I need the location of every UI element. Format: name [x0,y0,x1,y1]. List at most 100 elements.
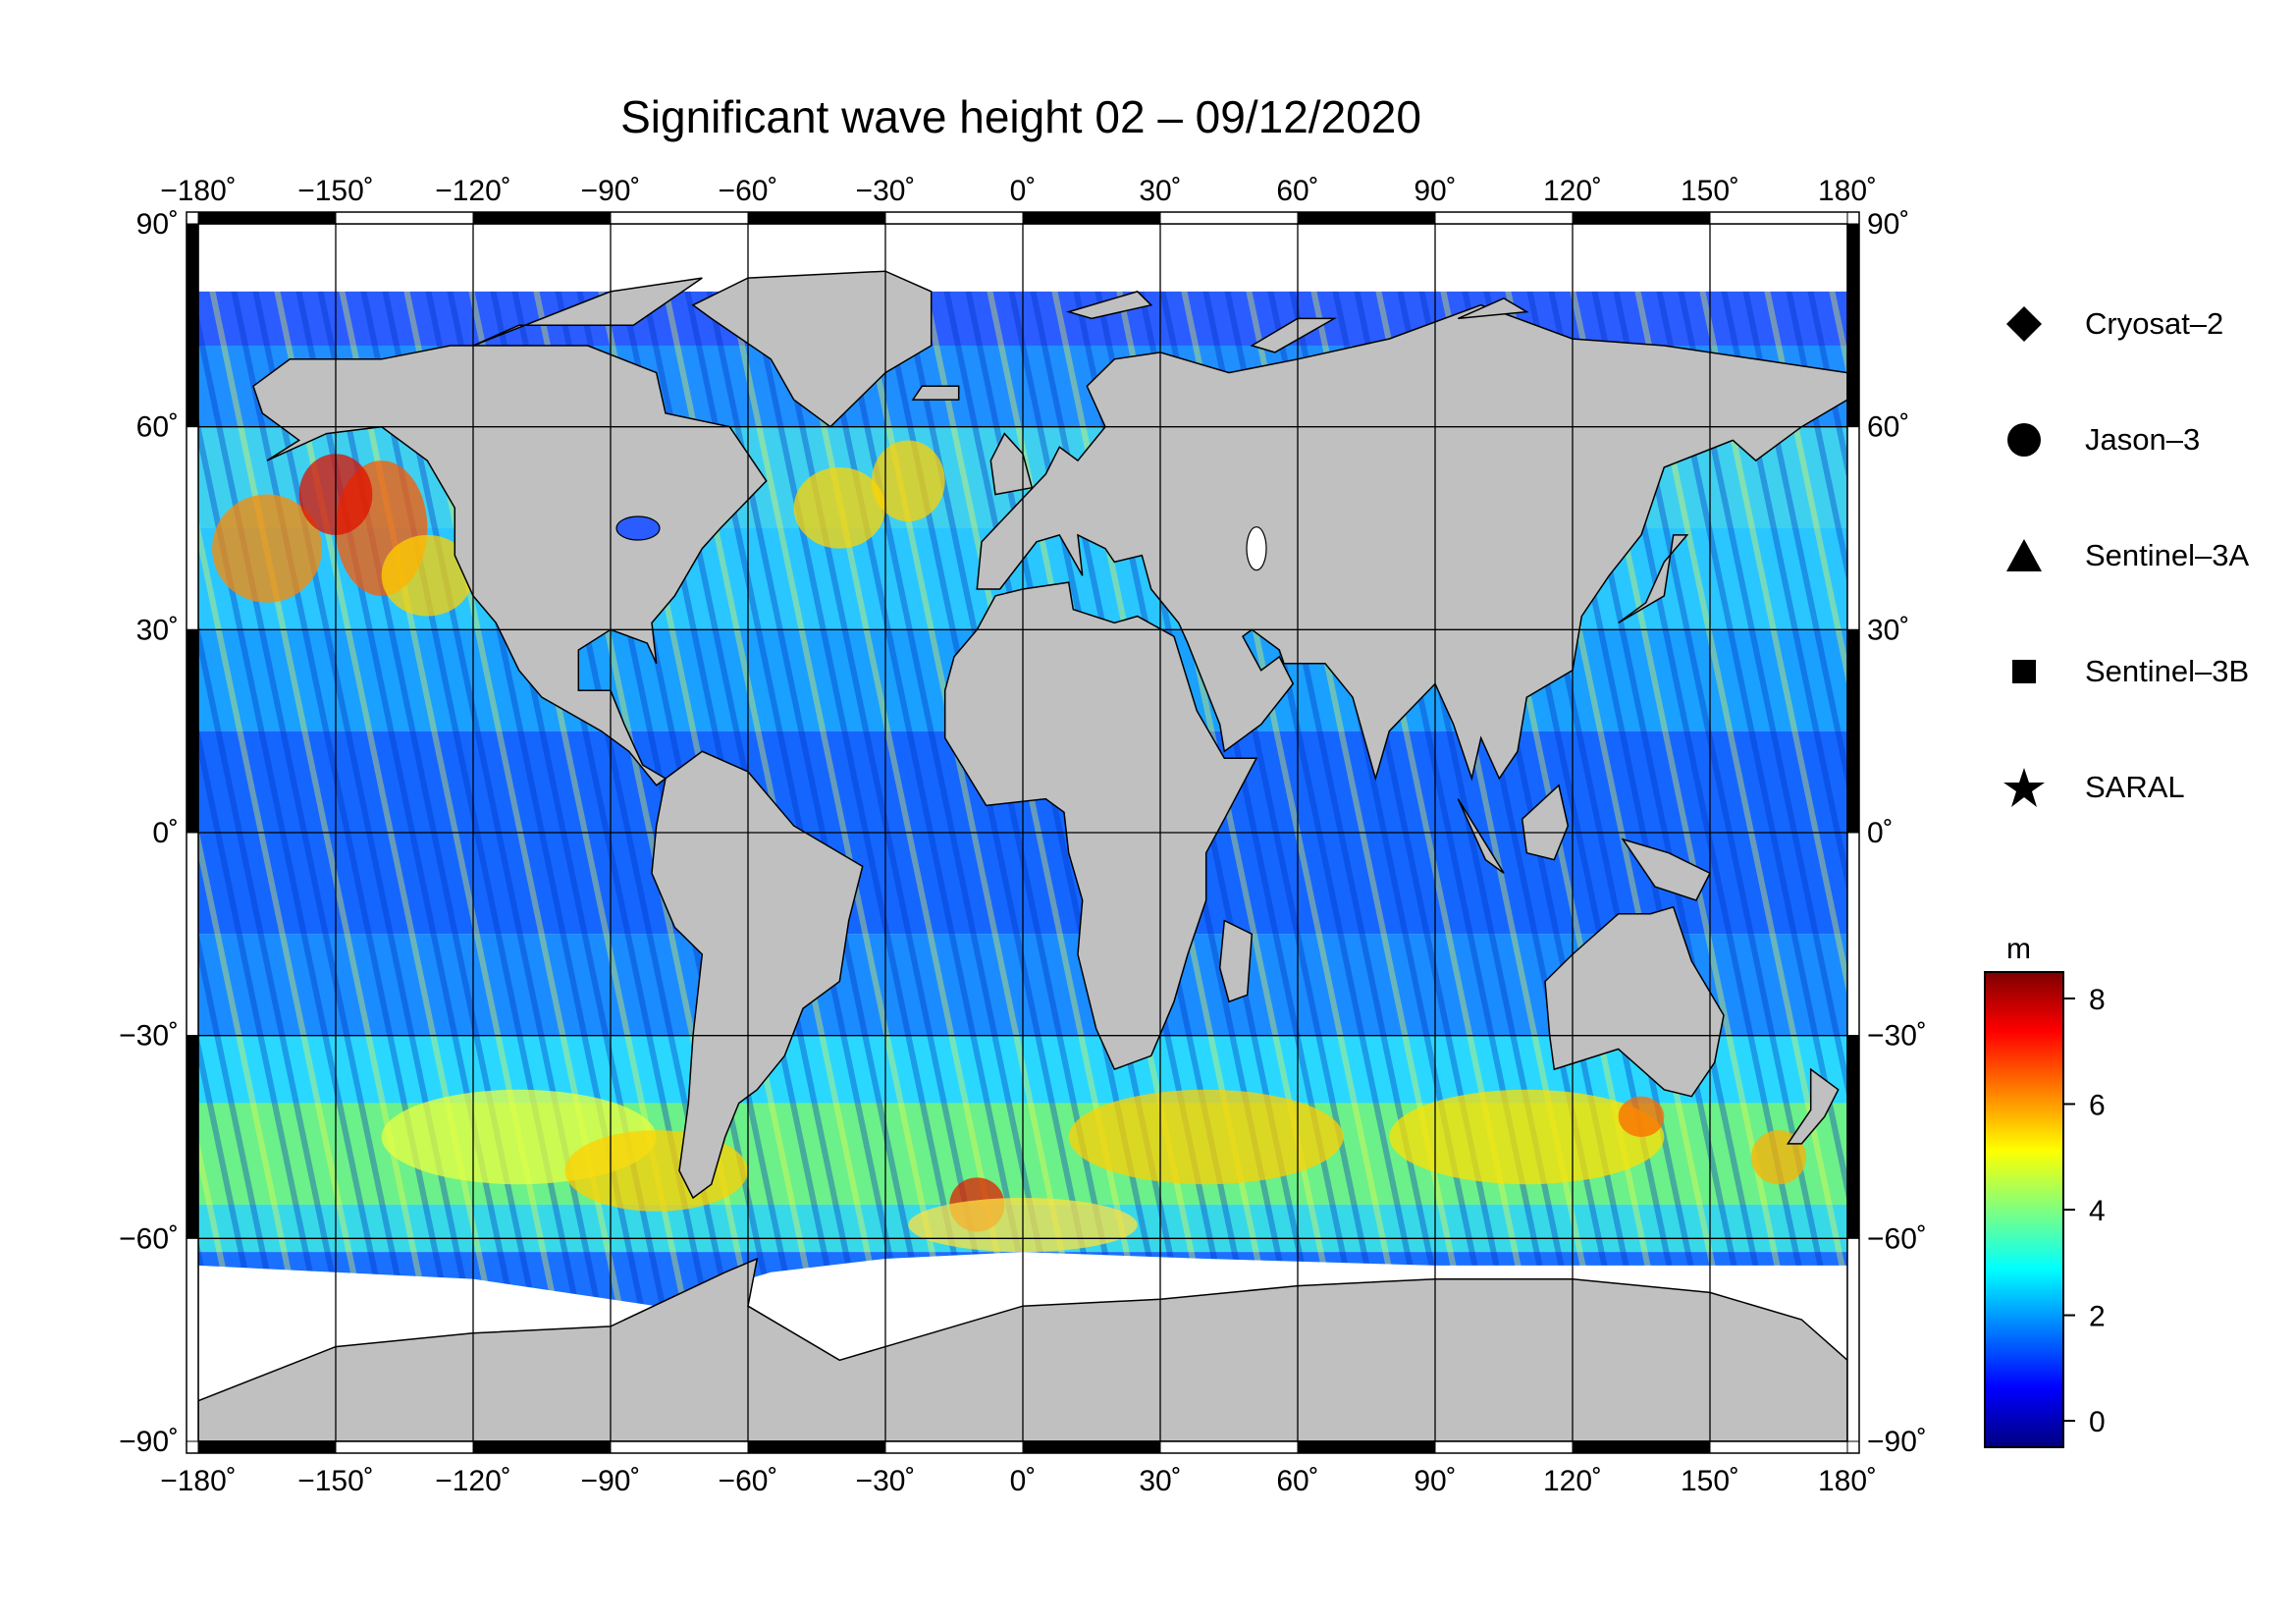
map-title: Significant wave height 02 – 09/12/2020 [620,91,1421,142]
lat-tick-label-left: 90˚ [136,208,179,241]
lon-tick-label-bottom: 180˚ [1818,1465,1877,1497]
frame-segment [335,211,474,225]
swath-line [1861,224,2116,1441]
frame-segment [884,1440,1024,1454]
swath-line [2034,224,2289,1441]
land-mass [1544,905,1725,1098]
frame-segment [186,832,199,1037]
lon-tick-label-top: 30˚ [1139,175,1181,207]
swath-line [0,224,22,1441]
swath-line [0,224,108,1441]
frame-segment [472,211,612,225]
land-mass [1618,534,1689,624]
lat-tick-label-left: −60˚ [119,1222,179,1255]
frame-segment [1846,1035,1860,1239]
swath-line [198,1342,219,1441]
axis-tick-labels: −180˚ −180˚ −150˚ −150˚ −120˚ −120˚ −90˚ −90˚ −6… [119,175,1927,1497]
lon-tick-label-top: −180˚ [160,175,237,207]
land-mass [651,750,864,1200]
frame-segment [186,426,199,630]
frame-segment [1709,211,1848,225]
wave-patch [1389,1089,1665,1185]
lat-tick-label-right: 0˚ [1867,817,1894,849]
wave-patch [381,534,474,617]
wave-patch [872,440,945,522]
swath-line [2163,224,2296,1441]
swath-line [0,224,151,1441]
swath-line [0,224,43,1441]
swath-line [1991,224,2246,1441]
land-mass [1066,291,1153,320]
swath-line [2228,224,2296,1441]
wave-patch [1068,1089,1344,1185]
lon-tick-label-bottom: −60˚ [719,1465,778,1497]
swath-line [2250,224,2296,1441]
frame-segment [186,223,199,428]
swath-line [0,224,130,1441]
land-mass [472,277,703,347]
frame-segment [1846,223,1860,428]
swath-line [2056,224,2296,1441]
frame-segment [1022,211,1161,225]
lon-tick-label-bottom: 120˚ [1543,1465,1602,1497]
frame-segment [610,211,749,225]
frame-segment [1434,211,1574,225]
swath-line [2099,224,2296,1441]
land-mass [1521,784,1570,861]
lat-tick-label-right: −90˚ [1867,1426,1927,1458]
swath-line [1926,224,2181,1441]
land-mass [252,345,768,786]
frame-segment [884,211,1024,225]
frame-segment [197,1440,337,1454]
lat-tick-label-left: −90˚ [119,1426,179,1458]
lon-tick-label-bottom: −120˚ [435,1465,511,1497]
swath-line [1883,224,2138,1441]
frame-segment [1846,1237,1860,1442]
lat-tick-label-left: −30˚ [119,1020,179,1053]
land-mass [1457,297,1529,320]
lon-tick-label-top: 60˚ [1276,175,1318,207]
lon-tick-label-bottom: −150˚ [297,1465,374,1497]
frame-segment [1572,211,1711,225]
frame-segment [1297,211,1436,225]
land-mass [1621,838,1712,901]
legend-item-cryosat: Cryosat–2 [2002,295,2223,353]
land-mass [1786,1067,1840,1145]
lon-tick-label-bottom: 0˚ [1010,1465,1037,1497]
map-frame [186,211,1860,1454]
frame-segment [1297,1440,1436,1454]
land-mass [1218,919,1254,1003]
legend-label: Cryosat–2 [2085,306,2224,341]
frame-segment [1572,1440,1711,1454]
frame-outline [186,211,1860,1454]
great-lakes [615,515,661,541]
legend-item-jason: Jason–3 [2002,410,2200,469]
frame-segment [335,1440,474,1454]
frame-segment [186,1035,199,1239]
circle-icon [2002,418,2046,461]
lon-tick-label-bottom: 150˚ [1681,1465,1739,1497]
lat-tick-label-right: 60˚ [1867,411,1909,444]
swath-line [2012,224,2268,1441]
lat-tick-label-right: −30˚ [1867,1020,1927,1053]
swath-line [2142,224,2296,1441]
map-border [197,223,1848,1442]
land-mass [1250,317,1338,353]
frame-segment [1846,426,1860,630]
swath-line [2077,224,2296,1441]
swath-line [0,224,86,1441]
lon-tick-label-top: 90˚ [1414,175,1456,207]
swath-line [2185,224,2296,1441]
wave-patch [1618,1096,1665,1138]
lon-tick-label-top: 120˚ [1543,175,1602,207]
swath-line [2207,224,2296,1441]
star-icon [2002,766,2046,809]
lon-tick-label-top: 150˚ [1681,175,1739,207]
lat-tick-label-right: 30˚ [1867,614,1909,646]
frame-segment [1846,628,1860,834]
swath-line [0,224,65,1441]
lat-tick-label-left: 60˚ [136,411,179,444]
caspian-sea [1246,526,1267,571]
